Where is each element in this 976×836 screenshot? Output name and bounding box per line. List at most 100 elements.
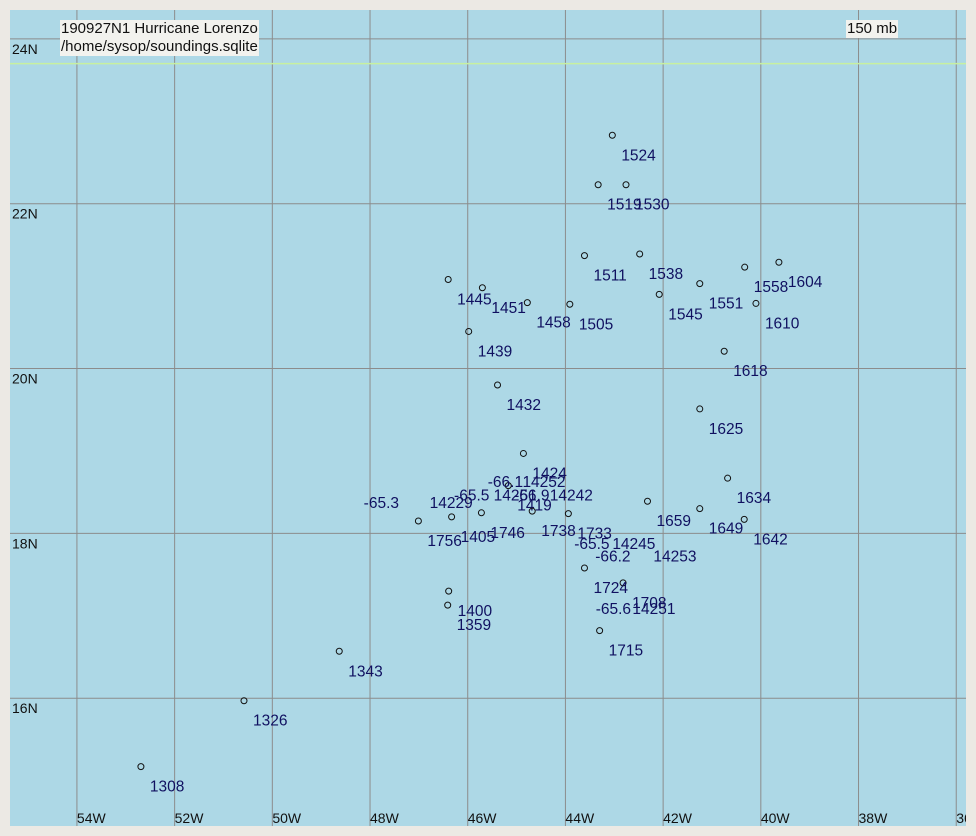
title-box: 190927N1 Hurricane Lorenzo /home/sysop/s… bbox=[60, 20, 259, 56]
sounding-site[interactable]: 1558 bbox=[741, 263, 788, 296]
sounding-marker[interactable] bbox=[608, 131, 616, 139]
sounding-marker[interactable] bbox=[465, 327, 473, 335]
sounding-site[interactable]: 1756 bbox=[414, 517, 462, 550]
sounding-site[interactable]: 1359 bbox=[444, 601, 491, 634]
latitude-label: 20N bbox=[12, 371, 38, 387]
sounding-time-label: 1419 bbox=[517, 498, 551, 515]
sounding-marker[interactable] bbox=[655, 290, 663, 298]
sounding-marker[interactable] bbox=[494, 381, 502, 389]
longitude-label: 48W bbox=[370, 810, 400, 826]
sounding-marker[interactable] bbox=[696, 405, 704, 413]
pressure-level-box: 150 mb bbox=[846, 20, 899, 38]
sounding-marker[interactable] bbox=[137, 763, 145, 771]
sounding-marker[interactable] bbox=[444, 276, 452, 284]
sounding-site[interactable]: 1708 bbox=[619, 579, 667, 612]
sounding-marker[interactable] bbox=[696, 505, 704, 513]
sounding-marker[interactable] bbox=[724, 474, 732, 482]
sounding-marker[interactable] bbox=[636, 250, 644, 258]
latitude-label: 24N bbox=[12, 41, 38, 57]
sounding-marker[interactable] bbox=[414, 517, 422, 525]
sounding-marker[interactable] bbox=[619, 579, 627, 587]
sounding-site[interactable]: 1511 bbox=[580, 252, 627, 285]
sounding-site[interactable]: 1604 bbox=[775, 258, 823, 291]
sounding-site[interactable]: 1524 bbox=[608, 131, 656, 164]
sounding-marker[interactable] bbox=[775, 258, 783, 266]
sounding-site[interactable]: 1618 bbox=[720, 347, 768, 380]
sounding-marker[interactable] bbox=[720, 347, 728, 355]
sounding-marker[interactable] bbox=[580, 564, 588, 572]
sounding-site[interactable]: 1659 bbox=[643, 497, 691, 530]
sounding-time-label: 1649 bbox=[709, 521, 743, 538]
sounding-marker[interactable] bbox=[478, 284, 486, 292]
sounding-marker[interactable] bbox=[740, 515, 748, 523]
sounding-marker[interactable] bbox=[741, 263, 749, 271]
database-path: /home/sysop/soundings.sqlite bbox=[61, 38, 258, 55]
sounding-site[interactable]: 1458 bbox=[523, 299, 571, 332]
sounding-site[interactable]: 1530 bbox=[622, 181, 670, 214]
sounding-marker[interactable] bbox=[448, 513, 456, 521]
sounding-site[interactable]: 1445 bbox=[444, 276, 492, 309]
sounding-time-label: 1524 bbox=[621, 147, 656, 164]
sounding-marker[interactable] bbox=[696, 280, 704, 288]
sounding-site[interactable]: 1649 bbox=[696, 505, 743, 538]
sounding-marker[interactable] bbox=[528, 507, 536, 515]
sounding-value-label: -66.9 bbox=[514, 487, 549, 504]
sounding-site[interactable]: 1451 bbox=[478, 284, 526, 317]
sounding-marker[interactable] bbox=[564, 510, 572, 518]
sounding-site[interactable]: 1724 bbox=[580, 564, 628, 597]
sounding-site[interactable]: 1326 bbox=[240, 697, 287, 730]
sounding-marker[interactable] bbox=[622, 181, 630, 189]
sounding-site[interactable]: 1642 bbox=[740, 515, 788, 548]
sounding-site[interactable]: 1733 bbox=[564, 510, 612, 543]
sounding-marker[interactable] bbox=[752, 299, 760, 307]
sounding-value-label: 14253 bbox=[653, 548, 696, 565]
sounding-site[interactable]: 1432 bbox=[494, 381, 541, 414]
sounding-site[interactable]: 1505 bbox=[566, 300, 613, 333]
sounding-site[interactable]: 1424 bbox=[519, 449, 567, 482]
sounding-time-label: 1424 bbox=[532, 465, 567, 482]
sounding-site[interactable]: 1610 bbox=[752, 299, 800, 332]
sounding-site[interactable]: 1405 bbox=[448, 513, 495, 546]
sounding-value-label: -65.5 bbox=[454, 487, 489, 504]
sounding-marker[interactable] bbox=[504, 482, 512, 490]
sounding-site[interactable]: 1715 bbox=[596, 627, 643, 660]
sounding-marker[interactable] bbox=[335, 647, 343, 655]
sounding-site[interactable]: 1343 bbox=[335, 647, 383, 680]
sounding-site[interactable]: 1545 bbox=[655, 290, 703, 323]
sounding-site[interactable]: 1551 bbox=[696, 280, 743, 313]
sounding-site[interactable]: 1308 bbox=[137, 763, 184, 796]
sounding-marker[interactable] bbox=[566, 300, 574, 308]
sounding-marker[interactable] bbox=[523, 299, 531, 307]
sounding-time-label: 1558 bbox=[754, 279, 788, 296]
sounding-time-label: 1708 bbox=[632, 595, 666, 612]
sounding-value-label: 14229 bbox=[430, 495, 473, 512]
sounding-site[interactable]: 1634 bbox=[724, 474, 772, 507]
sounding-site[interactable]: 1400 bbox=[445, 587, 493, 620]
sounding-marker[interactable] bbox=[477, 509, 485, 517]
sounding-site[interactable]: 1746 bbox=[477, 509, 525, 542]
sounding-marker[interactable] bbox=[594, 181, 602, 189]
longitude-label: 36W bbox=[956, 810, 966, 826]
sounding-site[interactable]: 1625 bbox=[696, 405, 743, 438]
sounding-time-label: 1530 bbox=[635, 197, 670, 214]
sounding-site[interactable]: 1419 bbox=[504, 482, 552, 515]
sounding-time-label: 1359 bbox=[457, 617, 491, 634]
sounding-site[interactable]: 1538 bbox=[636, 250, 683, 283]
pressure-level: 150 mb bbox=[847, 20, 898, 37]
sounding-site[interactable]: 1439 bbox=[465, 327, 512, 360]
map-panel[interactable]: 24N 22N 20N 18N 16N 54W 52W 50W 48W 46W 44W 42W 40W 3… bbox=[10, 10, 966, 826]
sounding-marker[interactable] bbox=[596, 627, 604, 635]
sounding-marker[interactable] bbox=[643, 497, 651, 505]
sounding-marker[interactable] bbox=[445, 587, 453, 595]
sounding-marker[interactable] bbox=[580, 252, 588, 260]
map-canvas[interactable]: 24N 22N 20N 18N 16N 54W 52W 50W 48W 46W 44W 42W 40W 3… bbox=[10, 10, 966, 826]
longitude-label: 42W bbox=[663, 810, 693, 826]
sounding-site[interactable]: 1519 bbox=[594, 181, 642, 214]
sounding-site[interactable]: 1738 bbox=[528, 507, 576, 540]
storm-title: 190927N1 Hurricane Lorenzo bbox=[61, 20, 258, 37]
sounding-marker[interactable] bbox=[240, 697, 248, 705]
sounding-marker[interactable] bbox=[444, 601, 452, 609]
sounding-time-label: 1746 bbox=[490, 525, 524, 542]
sounding-marker[interactable] bbox=[519, 449, 527, 457]
latitude-label: 16N bbox=[12, 700, 38, 716]
